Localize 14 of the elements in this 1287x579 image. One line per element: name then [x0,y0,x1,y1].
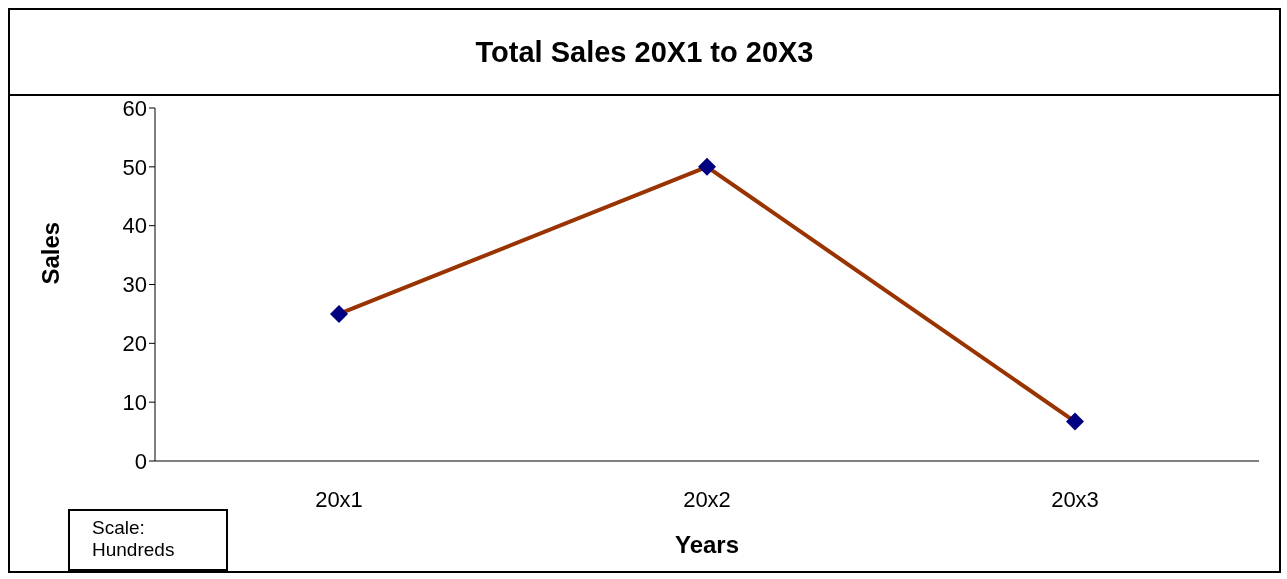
y-tick-label: 20 [122,331,147,357]
x-tick-label: 20x2 [683,486,731,512]
x-tick-label: 20x3 [1051,486,1099,512]
y-tick-label: 60 [122,95,147,121]
x-axis-title: Years [674,531,740,558]
y-tick-label: 10 [122,389,147,415]
y-tick-label: 0 [134,448,147,474]
text: Scale: Hundreds [68,509,228,571]
y-tick-label: 40 [122,213,147,239]
chart-title: Total Sales 20X1 to 20X3 [10,10,1279,96]
x-tick-label: 20x1 [315,486,363,512]
y-tick-label: 50 [122,154,147,180]
y-axis-title: Sales [36,221,64,285]
y-tick-label: 30 [122,272,147,298]
